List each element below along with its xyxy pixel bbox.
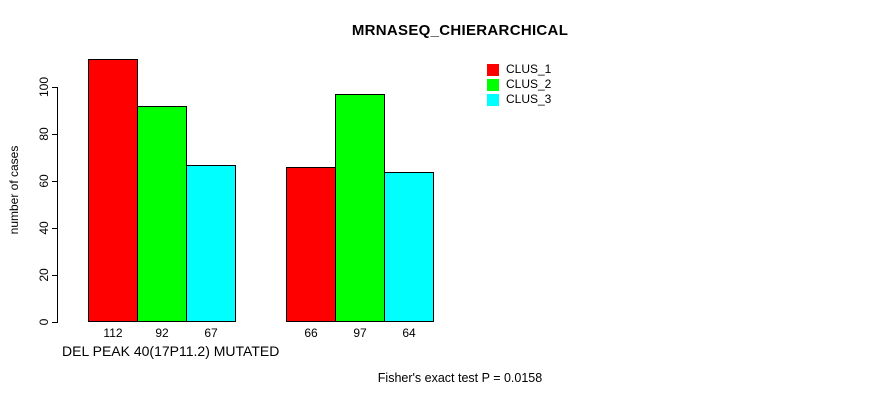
legend-label: CLUS_2	[506, 77, 552, 91]
legend-label: CLUS_1	[506, 62, 552, 76]
y-tick	[52, 275, 57, 276]
y-tick	[52, 322, 57, 323]
y-tick-label: 40	[37, 221, 51, 235]
bar-clus_2-group1	[137, 105, 187, 322]
bar-value-label: 112	[103, 326, 123, 340]
bar-clus_1-group2	[286, 166, 336, 322]
legend: CLUS_1 CLUS_2 CLUS_3	[487, 62, 551, 107]
bar-clus_1-group1	[88, 58, 138, 322]
y-axis-line	[57, 87, 58, 323]
legend-swatch-clus_3	[487, 93, 499, 106]
y-tick-label: 100	[37, 76, 51, 98]
bar-value-label: 67	[204, 326, 218, 340]
legend-swatch-clus_1	[487, 63, 499, 76]
bar-value-label: 97	[353, 326, 367, 340]
y-axis-label: number of cases	[7, 145, 21, 235]
y-tick	[52, 181, 57, 182]
chart-title: MRNASEQ_CHIERARCHICAL	[351, 22, 569, 39]
stat-annotation: Fisher's exact test P = 0.0158	[377, 371, 543, 385]
y-tick	[52, 228, 57, 229]
y-tick	[52, 134, 57, 135]
bar-value-label: 92	[155, 326, 169, 340]
bar-clus_2-group2	[335, 94, 385, 322]
x-axis-label: DEL PEAK 40(17P11.2) MUTATED	[62, 343, 280, 359]
y-tick-label: 0	[37, 318, 51, 326]
y-tick-label: 60	[37, 174, 51, 188]
legend-item: CLUS_3	[487, 92, 551, 107]
y-tick-label: 80	[37, 127, 51, 141]
y-tick	[52, 87, 57, 88]
legend-label: CLUS_3	[506, 92, 552, 106]
bar-clus_3-group1	[186, 164, 236, 322]
bar-value-label: 64	[402, 326, 416, 340]
bar-clus_3-group2	[384, 171, 434, 322]
legend-item: CLUS_1	[487, 62, 551, 77]
legend-item: CLUS_2	[487, 77, 551, 92]
legend-swatch-clus_2	[487, 78, 499, 91]
y-tick-label: 20	[37, 268, 51, 282]
bar-value-label: 66	[304, 326, 318, 340]
